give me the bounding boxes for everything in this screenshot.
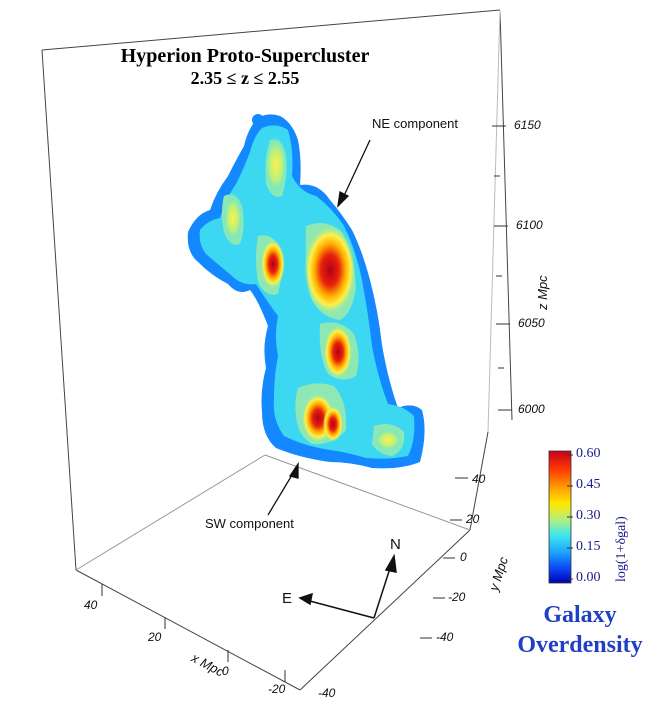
- x-tick-20: 20: [148, 630, 162, 644]
- y-tick-0: 0: [460, 550, 467, 564]
- y-tick-40: 40: [472, 472, 486, 486]
- caption-line-1: Galaxy: [543, 602, 617, 628]
- chart-title: Hyperion Proto-Supercluster 2.35 ≤ z ≤ 2…: [100, 45, 390, 89]
- compass-east-label: E: [282, 590, 293, 607]
- colorbar-tick-0.30: 0.30: [576, 508, 601, 523]
- ne-component-label: NE component: [372, 116, 458, 131]
- colorbar-tick-0.00: 0.00: [576, 570, 601, 585]
- compass-north-label: N: [390, 536, 401, 553]
- y-tick-minus-40: -40: [436, 630, 454, 644]
- x-tick-minus-20: -20: [268, 682, 286, 696]
- colorbar-ticks: [567, 454, 573, 580]
- sw-component-label: SW component: [205, 516, 294, 531]
- z-tick-6050: 6050: [518, 316, 545, 330]
- annotation-arrows: [267, 139, 371, 516]
- title-text: Hyperion Proto-Supercluster: [120, 45, 370, 67]
- x-axis-ticks: [101, 584, 286, 682]
- galaxy-overdensity-caption: Galaxy Overdensity: [505, 600, 655, 660]
- subtitle-text: 2.35 ≤ z ≤ 2.55: [190, 68, 300, 88]
- x-tick-0: 0: [222, 664, 229, 678]
- y-tick-20: 20: [466, 512, 480, 526]
- z-tick-6100: 6100: [516, 218, 543, 232]
- colorbar-tick-0.60: 0.60: [576, 446, 601, 461]
- z-tick-6000: 6000: [518, 402, 545, 416]
- x-tick-minus-40: -40: [318, 686, 336, 700]
- z-axis-ticks: [492, 125, 512, 411]
- caption-line-2: Overdensity: [517, 632, 643, 658]
- density-blob: [187, 114, 425, 469]
- z-axis-label: z Mpc: [535, 275, 550, 310]
- y-axis-ticks: [420, 477, 468, 639]
- colorbar-label: log(1+δgal): [614, 516, 629, 582]
- colorbar-tick-0.45: 0.45: [576, 477, 601, 492]
- z-tick-6150: 6150: [514, 118, 541, 132]
- box-frame: [41, 9, 513, 691]
- x-tick-40: 40: [84, 598, 98, 612]
- colorbar-tick-0.15: 0.15: [576, 539, 601, 554]
- compass-arrows: [298, 553, 397, 619]
- y-tick-minus-20: -20: [448, 590, 466, 604]
